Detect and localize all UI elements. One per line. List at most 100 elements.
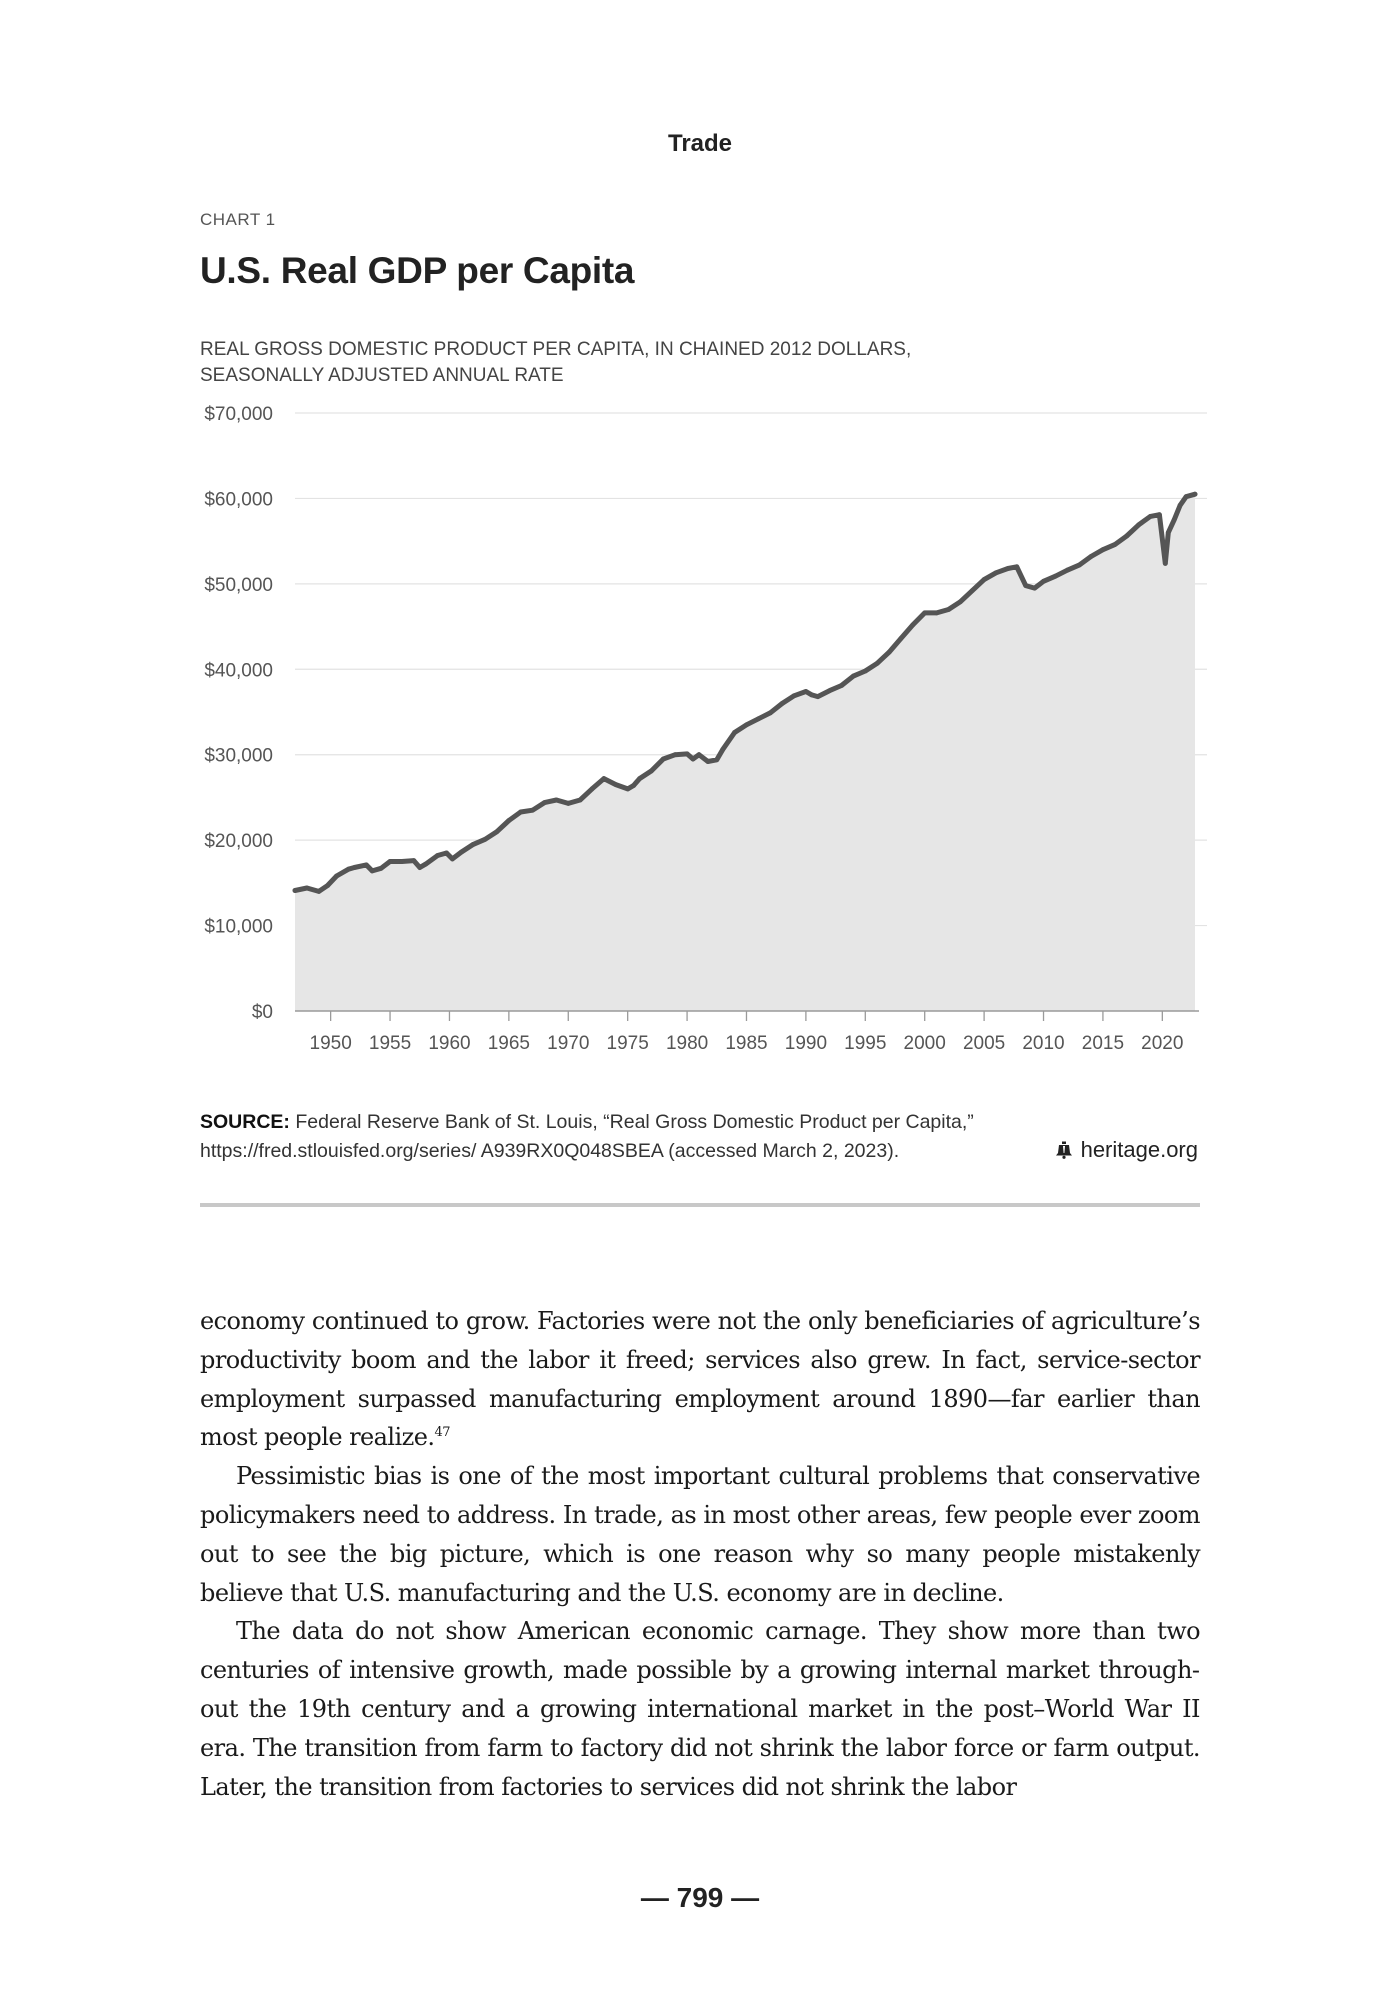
liberty-bell-icon [1055, 1141, 1073, 1159]
gdp-area-fill [295, 494, 1195, 1011]
chart-bottom-rule [200, 1203, 1200, 1207]
data-point [530, 807, 535, 813]
data-point [1032, 585, 1037, 591]
y-tick-label: $70,000 [204, 404, 273, 425]
data-point [1064, 567, 1070, 573]
data-point [684, 751, 690, 757]
data-point [458, 849, 464, 855]
data-point [1088, 554, 1094, 559]
data-point [1192, 491, 1198, 497]
source-line-1: SOURCE: Federal Reserve Bank of St. Loui… [200, 1108, 1060, 1137]
y-tick-label: $20,000 [204, 831, 273, 852]
x-tick-label: 1985 [725, 1033, 767, 1054]
body-text: economy continued to grow. Factories wer… [200, 1302, 1201, 1806]
x-tick-label: 1965 [488, 1033, 530, 1054]
x-tick-label: 1990 [785, 1033, 827, 1054]
x-tick-label: 1975 [607, 1033, 649, 1054]
chart-label: CHART 1 [200, 210, 276, 229]
data-point [1005, 566, 1011, 571]
data-point [1148, 514, 1153, 519]
data-point [1162, 561, 1168, 566]
data-point [993, 570, 999, 576]
gdp-area-chart: $0 $10,000 $20,000 $30,000 $40,000 $50,000 $60… [204, 404, 1207, 1054]
data-point [720, 747, 726, 752]
chart-subtitle: REAL GROSS DOMESTIC PRODUCT PER CAPITA, … [200, 337, 1000, 389]
data-point [981, 577, 987, 582]
data-point [809, 692, 815, 698]
x-axis-ticks: 1950 1955 1960 1965 1970 1975 1980 1985 1990 1995… [310, 1011, 1183, 1054]
data-point [316, 889, 322, 894]
y-tick-label: $50,000 [204, 575, 273, 596]
data-point [744, 722, 749, 728]
y-tick-label: $0 [252, 1002, 273, 1023]
data-point [1100, 547, 1106, 553]
data-point [565, 801, 571, 806]
data-point [325, 883, 331, 888]
data-point [934, 610, 939, 616]
data-point [714, 757, 720, 763]
data-point [613, 782, 619, 787]
data-point [779, 701, 785, 706]
data-point [862, 668, 868, 674]
x-tick-label: 1960 [428, 1033, 470, 1054]
x-tick-label: 1955 [369, 1033, 411, 1054]
data-point [518, 809, 524, 815]
data-point [649, 768, 654, 774]
data-point [839, 683, 844, 688]
data-point [969, 588, 975, 594]
paragraph-2: Pessimistic bias is one of the most impo… [200, 1462, 1201, 1607]
data-point [1112, 542, 1118, 547]
heritage-url: heritage.org [1080, 1137, 1198, 1162]
data-point [910, 622, 916, 628]
data-point [767, 710, 773, 716]
paragraph-1: economy continued to grow. Factories wer… [200, 1302, 1201, 1457]
data-point [815, 694, 821, 699]
data-point [334, 873, 339, 879]
data-point [601, 776, 607, 781]
data-point [827, 688, 833, 693]
x-tick-label: 2005 [963, 1033, 1005, 1054]
data-point [672, 752, 678, 758]
data-point [1136, 522, 1141, 528]
data-point [378, 865, 384, 871]
data-point [631, 783, 636, 788]
chart-subtitle-line-2: SEASONALLY ADJUSTED ANNUAL RATE [200, 365, 564, 386]
y-tick-label: $40,000 [204, 660, 273, 681]
x-tick-label: 1980 [666, 1033, 708, 1054]
data-point [851, 673, 856, 679]
chart-subtitle-line-1: REAL GROSS DOMESTIC PRODUCT PER CAPITA, … [200, 339, 912, 360]
data-point [886, 649, 892, 655]
source-line-2: https://fred.stlouisfed.org/series/ A939… [200, 1140, 900, 1162]
data-point [387, 859, 393, 864]
data-point [494, 829, 500, 834]
data-point [1157, 512, 1162, 518]
paragraph-3: The data do not show American economic c… [200, 1617, 1201, 1801]
x-tick-label: 1950 [310, 1033, 352, 1054]
data-point [696, 752, 702, 758]
data-point [577, 797, 583, 803]
data-point [922, 610, 928, 616]
data-point [399, 859, 405, 864]
data-point [1177, 502, 1183, 508]
data-point [732, 730, 737, 735]
data-point [417, 865, 423, 870]
data-point [470, 842, 476, 847]
source-citation: Federal Reserve Bank of St. Louis, “Real… [295, 1111, 974, 1133]
data-point [435, 853, 440, 858]
x-tick-label: 1995 [844, 1033, 886, 1054]
y-tick-label: $30,000 [204, 746, 273, 767]
chart-source: SOURCE: Federal Reserve Bank of St. Loui… [200, 1108, 1060, 1166]
data-point [957, 599, 963, 605]
source-label: SOURCE: [200, 1111, 290, 1133]
data-point [450, 856, 455, 862]
paragraph-1-text: economy continued to grow. Factories wer… [200, 1307, 1201, 1452]
data-point [292, 888, 298, 893]
data-point [705, 759, 711, 764]
gdp-data-points [292, 491, 1198, 894]
data-point [1183, 494, 1189, 500]
data-point [363, 862, 369, 868]
data-point [660, 756, 666, 762]
x-tick-label: 2000 [904, 1033, 946, 1054]
data-point [589, 786, 595, 792]
data-point [304, 885, 310, 891]
